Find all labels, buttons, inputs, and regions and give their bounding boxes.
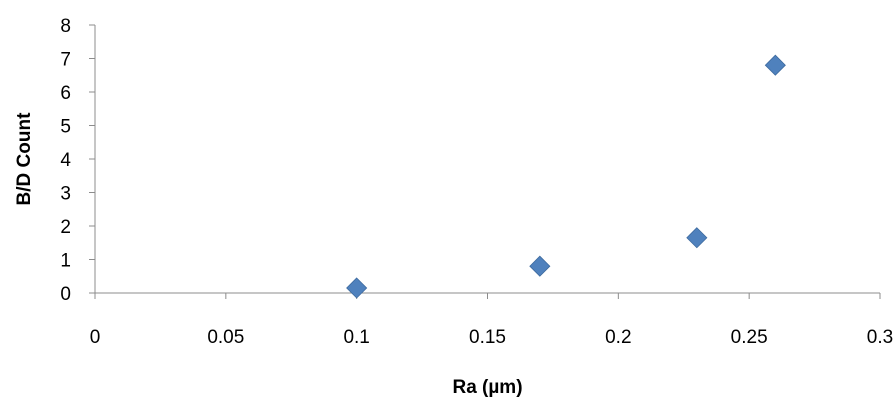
x-tick-label: 0 (90, 327, 101, 348)
x-axis-title: Ra (µm) (452, 377, 522, 398)
axes (94, 25, 880, 294)
y-axis-title: B/D Count (14, 112, 35, 206)
y-tick-label: 2 (60, 217, 71, 238)
x-tick-label: 0.25 (731, 327, 768, 348)
y-axis-ticks: 0 1 2 3 4 5 6 7 8 (60, 16, 95, 305)
y-tick-label: 7 (60, 50, 71, 71)
data-points (346, 54, 786, 299)
y-tick-label: 5 (60, 117, 71, 138)
data-point-marker (529, 255, 551, 277)
y-tick-label: 8 (60, 16, 71, 37)
y-tick-label: 0 (60, 284, 71, 305)
y-tick-label: 1 (60, 251, 71, 272)
x-tick-label: 0.3 (867, 327, 893, 348)
x-tick-label: 0.2 (605, 327, 631, 348)
y-tick-label: 3 (60, 184, 71, 205)
data-point-marker (686, 227, 708, 249)
y-tick-label: 6 (60, 83, 71, 104)
y-tick-label: 4 (60, 150, 71, 171)
data-point-marker (346, 277, 368, 299)
x-tick-label: 0.05 (207, 327, 244, 348)
x-tick-label: 0.15 (469, 327, 506, 348)
data-point-marker (764, 54, 786, 76)
x-axis-ticks: 0 0.05 0.1 0.15 0.2 0.25 0.3 (90, 293, 893, 348)
x-tick-label: 0.1 (343, 327, 369, 348)
